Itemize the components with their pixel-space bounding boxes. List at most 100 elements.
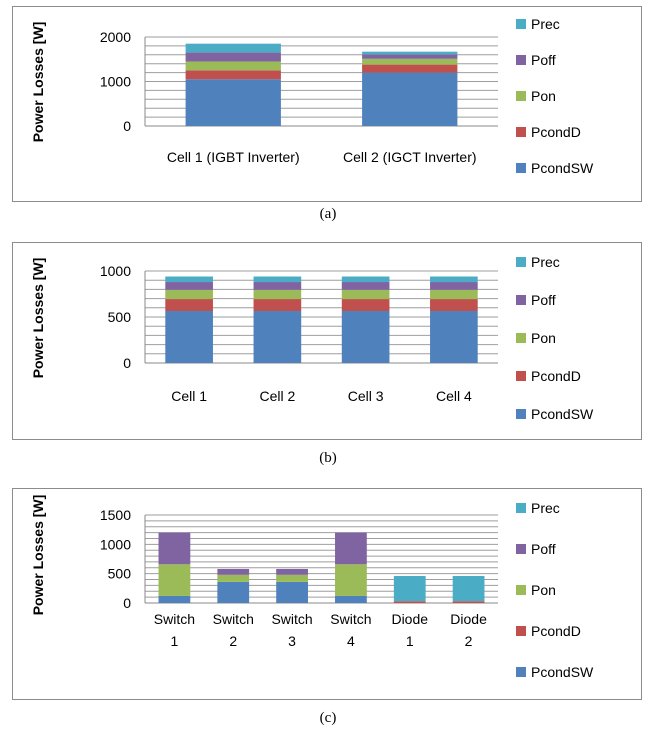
- bar-segment-pon: [165, 289, 213, 300]
- bar-segment-pcondsw: [335, 595, 367, 603]
- bar-segment-prec: [341, 276, 390, 283]
- chart-panel-b: 0 500 1000 Power Losses [W] Cell 1 Cell 2 Cell…: [12, 242, 642, 440]
- category-label: 1: [406, 633, 414, 649]
- y-axis-title: Power Losses [W]: [30, 495, 46, 616]
- bar-segment-pcondsw: [217, 581, 250, 603]
- legend-label-pcondd: PcondD: [531, 124, 581, 140]
- bar-segment-poff: [341, 282, 390, 290]
- stacked-bar-chart-b: 0 500 1000 Power Losses [W] Cell 1 Cell 2 Cell…: [30, 254, 594, 422]
- bar-segment-poff: [217, 568, 250, 575]
- category-label: Cell 1 (IGBT Inverter): [167, 149, 300, 165]
- legend-label-prec: Prec: [531, 16, 560, 32]
- legend-swatch-pcondd: [516, 127, 526, 137]
- legend-swatch-prec: [516, 503, 526, 513]
- legend-label-pon: Pon: [531, 88, 556, 104]
- legend-swatch-pon: [516, 585, 526, 595]
- legend-label-pon: Pon: [531, 582, 556, 598]
- legend-label-pcondd: PcondD: [531, 368, 581, 384]
- stacked-bar-chart-c: 0 500 1000 1500 Power Losses [W] Switch 1 Switc…: [30, 495, 594, 680]
- bar-segment-pcondsw: [430, 311, 478, 363]
- bar-segment-pcondsw: [158, 595, 191, 603]
- bar-segment-prec: [362, 51, 458, 55]
- category-label: 1: [171, 633, 179, 649]
- legend-swatch-poff: [516, 544, 526, 554]
- legend-label-pcondd: PcondD: [531, 623, 581, 639]
- bar-segment-poff: [253, 282, 302, 290]
- y-tick-label: 500: [108, 566, 132, 582]
- y-tick-label: 1000: [100, 74, 131, 90]
- category-label: 4: [347, 633, 355, 649]
- y-tick-label: 2000: [100, 29, 131, 45]
- legend-swatch-pon: [516, 333, 526, 343]
- bar-segment-pcondd: [430, 299, 478, 312]
- category-label: Diode: [391, 611, 428, 627]
- category-label: Switch: [330, 611, 371, 627]
- bar-segment-pcondd: [393, 601, 426, 603]
- legend-label-pcondsw: PcondSW: [531, 160, 594, 176]
- legend-swatch-pcondd: [516, 626, 526, 636]
- bar-segment-poff: [335, 532, 367, 565]
- category-label: 2: [465, 633, 473, 649]
- y-tick-label: 0: [123, 118, 131, 134]
- bar-segment-pcondd: [452, 601, 485, 603]
- bar-segment-pon: [217, 574, 250, 582]
- bar-segment-pon: [185, 61, 281, 71]
- category-label: Cell 2 (IGCT Inverter): [343, 149, 477, 165]
- y-tick-label: 0: [123, 355, 131, 371]
- bar-segment-pcondsw: [276, 581, 308, 603]
- category-label: Cell 4: [436, 388, 472, 404]
- bar-segment-pcondsw: [253, 311, 302, 363]
- legend-label-poff: Poff: [531, 541, 556, 557]
- bar-segment-pcondsw: [185, 79, 281, 126]
- bar-segment-poff: [430, 282, 478, 290]
- legend-label-prec: Prec: [531, 500, 560, 516]
- category-label: Cell 3: [348, 388, 384, 404]
- bar-segment-prec: [393, 576, 426, 602]
- legend-swatch-pcondsw: [516, 667, 526, 677]
- bar-segment-pcondd: [165, 299, 213, 312]
- y-tick-label: 500: [108, 309, 132, 325]
- category-label: Diode: [450, 611, 487, 627]
- bar-segment-prec: [253, 276, 302, 283]
- category-label: Switch: [213, 611, 254, 627]
- bar-segment-pcondd: [253, 299, 302, 312]
- legend-label-pcondsw: PcondSW: [531, 406, 594, 422]
- bar-segment-prec: [452, 576, 485, 602]
- chart-panel-a: 0 1000 2000 Power Losses [W] Cell 1 (IGBT In…: [12, 6, 642, 202]
- bar-segment-pcondd: [362, 64, 458, 73]
- legend-swatch-poff: [516, 55, 526, 65]
- category-label: Cell 2: [259, 388, 295, 404]
- bar-segment-pon: [253, 289, 302, 300]
- legend-swatch-prec: [516, 257, 526, 267]
- y-tick-label: 0: [123, 595, 131, 611]
- chart-panel-c: 0 500 1000 1500 Power Losses [W] Switch 1 Switc…: [12, 488, 642, 700]
- legend-label-prec: Prec: [531, 254, 560, 270]
- bar-segment-pon: [335, 564, 367, 596]
- bar-segment-poff: [276, 568, 308, 575]
- category-label: Switch: [271, 611, 312, 627]
- legend-label-poff: Poff: [531, 292, 556, 308]
- bar-segment-poff: [165, 282, 213, 290]
- bar-segment-prec: [165, 276, 213, 283]
- bar-segment-poff: [158, 532, 191, 565]
- caption-a: (a): [319, 206, 337, 222]
- y-axis-title: Power Losses [W]: [30, 22, 46, 143]
- y-axis-title: Power Losses [W]: [30, 258, 46, 379]
- caption-b: (b): [319, 450, 337, 466]
- y-tick-label: 1500: [100, 507, 131, 523]
- bar-segment-pon: [276, 574, 308, 582]
- bar-segment-pon: [430, 289, 478, 300]
- caption-c: (c): [319, 710, 337, 726]
- legend-swatch-poff: [516, 295, 526, 305]
- bar-segment-pon: [158, 564, 191, 596]
- legend-swatch-pon: [516, 91, 526, 101]
- legend-label-poff: Poff: [531, 52, 556, 68]
- bar-segment-prec: [430, 276, 478, 283]
- category-label: Cell 1: [171, 388, 207, 404]
- bar-segment-prec: [185, 43, 281, 53]
- y-tick-label: 1000: [100, 536, 131, 552]
- legend-swatch-pcondd: [516, 371, 526, 381]
- bar-segment-pcondd: [185, 70, 281, 80]
- legend-label-pcondsw: PcondSW: [531, 664, 594, 680]
- category-label: 2: [229, 633, 237, 649]
